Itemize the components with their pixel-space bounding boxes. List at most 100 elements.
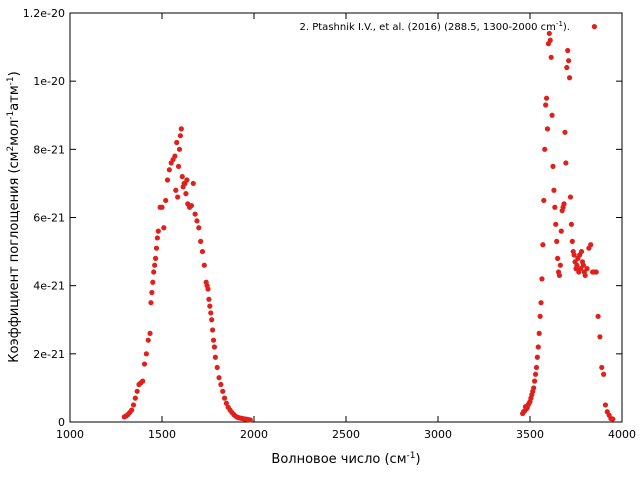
data-point (201, 262, 207, 268)
data-point (179, 174, 185, 180)
data-points (121, 24, 616, 423)
data-point (153, 245, 160, 251)
y-tick-label: 2e-21 (33, 348, 65, 361)
data-point (566, 75, 573, 81)
x-tick-label: 3000 (424, 428, 452, 441)
data-point (163, 197, 169, 204)
data-point (196, 225, 202, 231)
data-point (544, 126, 551, 132)
x-tick-label: 2000 (240, 428, 268, 441)
y-tick-label: 1e-20 (33, 75, 65, 88)
data-point (542, 146, 548, 152)
data-point (184, 177, 190, 183)
data-point (595, 313, 601, 319)
data-point (532, 371, 539, 377)
data-point (543, 102, 549, 108)
data-point (550, 163, 556, 169)
y-tick-label: 1.2e-20 (23, 7, 65, 20)
data-point (148, 300, 154, 306)
data-point (602, 402, 609, 408)
x-tick-label: 1500 (148, 428, 176, 441)
data-point (591, 24, 598, 30)
data-point (531, 385, 537, 391)
data-point (538, 300, 544, 306)
data-point (194, 218, 200, 224)
data-point (161, 225, 167, 231)
data-point (580, 262, 586, 268)
data-point (129, 407, 135, 413)
data-point (140, 378, 146, 384)
data-point (159, 204, 165, 210)
x-tick-label: 3500 (516, 428, 544, 441)
data-point (588, 242, 594, 248)
data-point (198, 238, 204, 244)
data-point (554, 238, 560, 244)
data-point (130, 402, 137, 408)
data-point (132, 395, 138, 401)
data-point (150, 279, 156, 285)
data-point (582, 272, 588, 279)
data-point (539, 276, 545, 282)
data-point (205, 286, 211, 292)
data-point (151, 269, 157, 275)
data-point (145, 337, 151, 343)
x-tick-label: 1000 (56, 428, 84, 441)
data-point (534, 354, 540, 360)
x-axis-label: Волновое число (см-1) (271, 451, 420, 467)
data-point (206, 296, 212, 302)
data-point (574, 262, 580, 268)
data-point (557, 262, 563, 268)
data-point (154, 235, 160, 241)
data-point (210, 337, 217, 343)
data-point (143, 351, 149, 357)
data-point (568, 221, 575, 227)
data-point (216, 375, 222, 381)
y-tick-label: 0 (58, 416, 65, 429)
plot-frame (69, 12, 623, 423)
data-point (599, 364, 605, 371)
data-point (567, 194, 574, 200)
x-tick-label: 4000 (608, 428, 636, 441)
data-point (164, 177, 171, 183)
data-point (134, 388, 140, 394)
data-point (247, 417, 253, 423)
data-point (178, 126, 184, 132)
data-point (207, 303, 213, 309)
data-point (546, 30, 552, 37)
y-tick-label: 4e-21 (33, 280, 65, 293)
data-point (566, 58, 572, 64)
data-point (172, 153, 178, 159)
data-point (536, 330, 542, 336)
axis-ticks: 1000 1500 2000 2500 3000 3500 4000 0 2e-21 4e-21 6… (23, 7, 636, 441)
data-point (533, 364, 540, 371)
data-point (220, 388, 226, 394)
data-point (578, 248, 585, 255)
data-point (176, 146, 183, 152)
data-point (152, 255, 159, 261)
data-point (155, 228, 161, 234)
data-point (555, 255, 561, 261)
data-point (175, 194, 181, 200)
data-point (214, 364, 220, 371)
data-point (563, 160, 569, 166)
data-point (558, 228, 564, 234)
data-point (210, 327, 216, 333)
data-point (211, 344, 218, 350)
data-point (174, 139, 180, 146)
data-point (149, 289, 155, 296)
y-tick-label: 8e-21 (33, 143, 65, 156)
data-point (535, 344, 541, 350)
data-point (593, 269, 599, 275)
data-point (192, 211, 198, 217)
data-point (552, 204, 558, 210)
data-point (610, 416, 616, 422)
data-point (208, 310, 214, 316)
data-point (562, 129, 568, 135)
data-point (218, 381, 224, 388)
data-point (199, 248, 206, 255)
data-point (537, 313, 543, 319)
data-point (190, 180, 196, 187)
data-point (209, 317, 215, 323)
data-point (601, 371, 607, 377)
